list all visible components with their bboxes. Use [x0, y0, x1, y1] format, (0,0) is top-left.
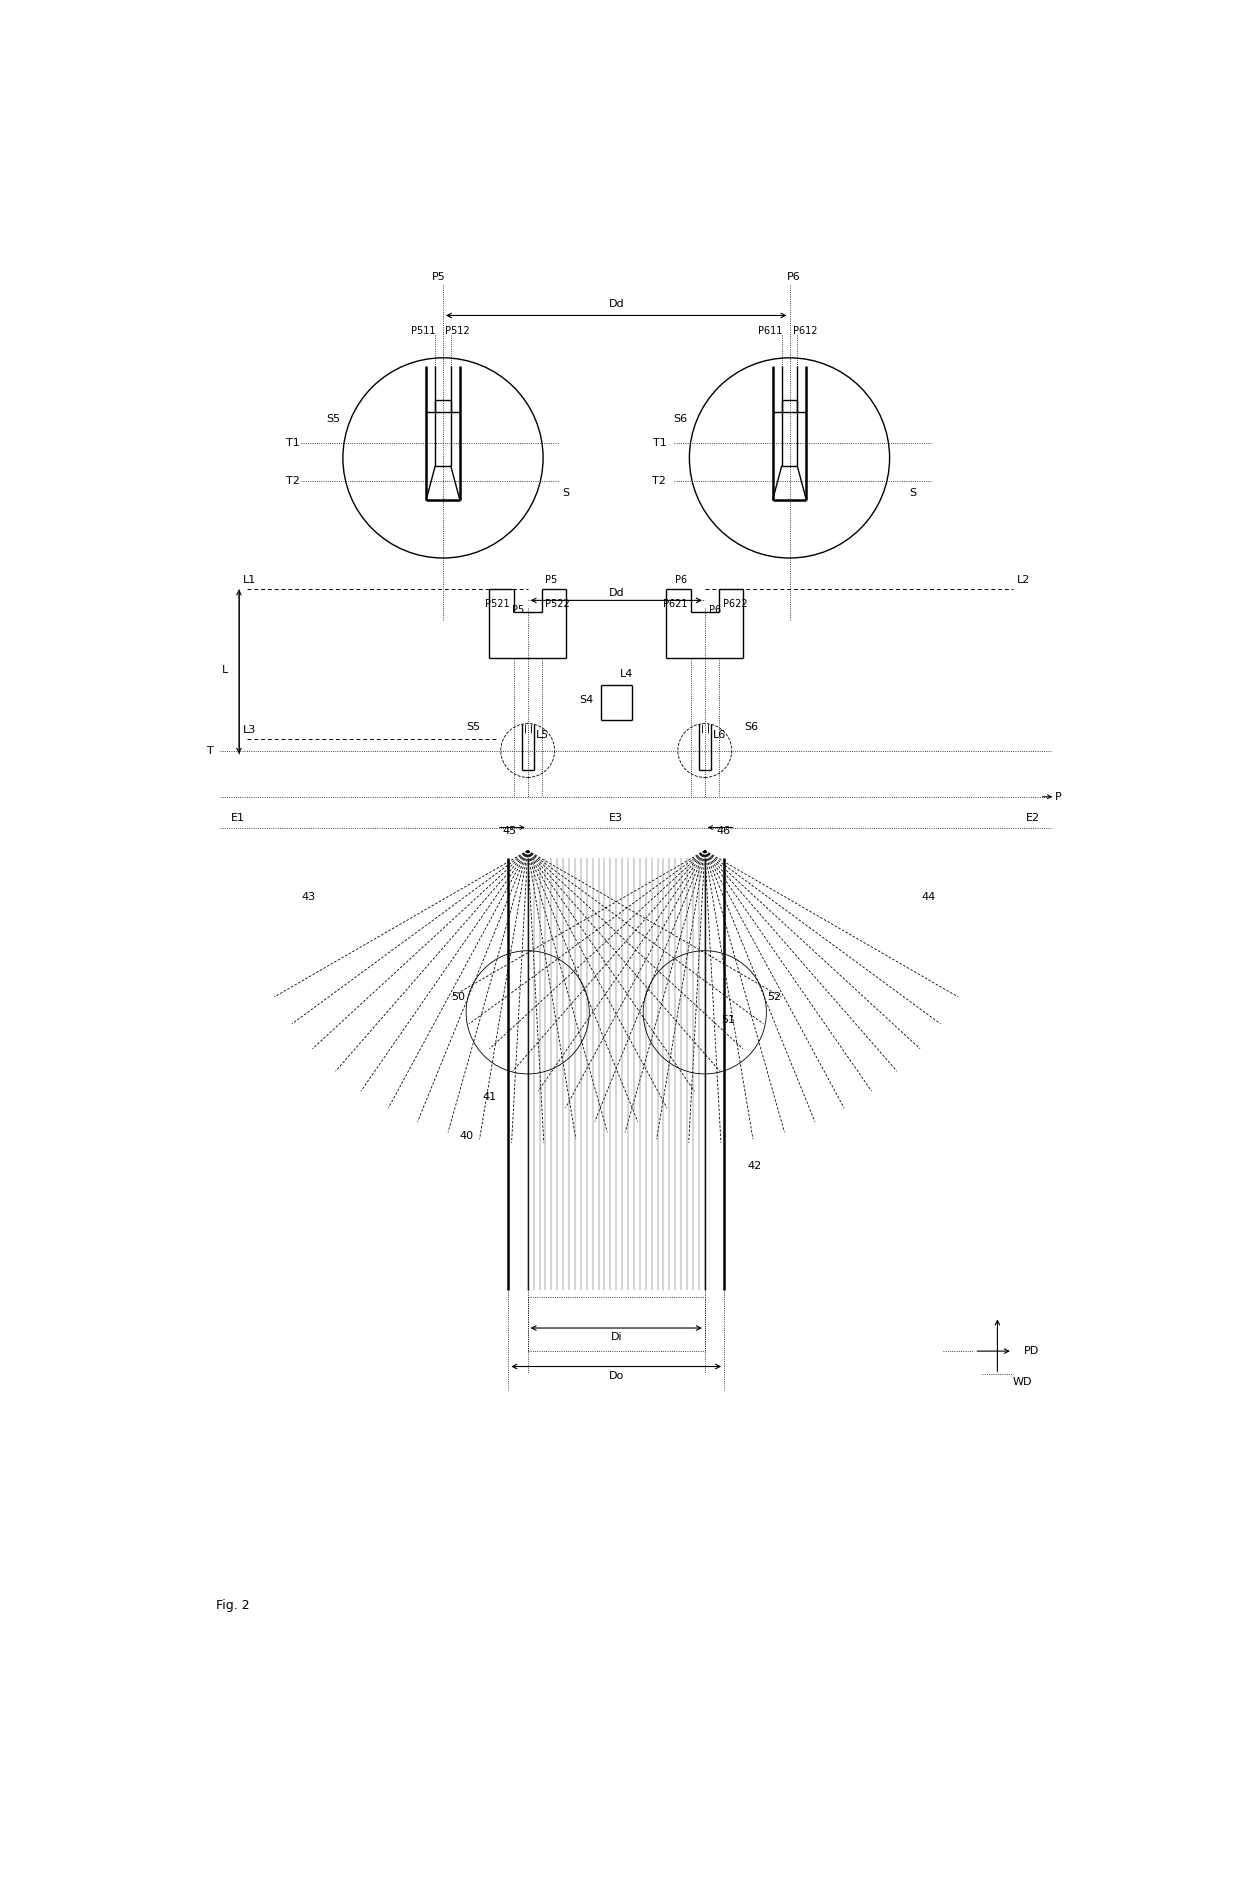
Text: P: P [1055, 792, 1061, 802]
Text: L3: L3 [243, 724, 255, 736]
Text: L2: L2 [1017, 575, 1030, 584]
Text: 46: 46 [717, 826, 730, 836]
Text: S6: S6 [744, 722, 758, 732]
Text: T2: T2 [286, 477, 300, 486]
Text: L4: L4 [620, 669, 634, 679]
Text: P5: P5 [546, 575, 558, 584]
Text: T1: T1 [286, 437, 300, 448]
Text: 41: 41 [482, 1091, 496, 1102]
Text: E3: E3 [609, 813, 624, 823]
Text: 42: 42 [748, 1161, 761, 1171]
Text: P6: P6 [708, 605, 720, 615]
Text: S4: S4 [579, 696, 593, 705]
Text: P612: P612 [792, 325, 817, 337]
Text: L1: L1 [243, 575, 255, 584]
Text: L5: L5 [536, 730, 548, 739]
Text: T: T [207, 745, 213, 756]
Text: P5: P5 [433, 272, 446, 282]
Text: Dd: Dd [609, 588, 624, 598]
Text: P511: P511 [412, 325, 436, 337]
Text: P521: P521 [485, 599, 510, 609]
Text: T2: T2 [652, 477, 666, 486]
Text: PD: PD [1024, 1346, 1039, 1356]
Text: L: L [222, 664, 228, 675]
Text: E2: E2 [1025, 813, 1040, 823]
Text: L6: L6 [713, 730, 725, 739]
Text: P621: P621 [662, 599, 687, 609]
Text: T1: T1 [652, 437, 666, 448]
Text: 43: 43 [301, 893, 315, 902]
Text: S5: S5 [326, 414, 341, 424]
Text: 52: 52 [768, 993, 781, 1002]
Text: 51: 51 [720, 1015, 735, 1025]
Text: P512: P512 [445, 325, 469, 337]
Text: P611: P611 [758, 325, 782, 337]
Text: Fig. 2: Fig. 2 [216, 1598, 249, 1611]
Text: 45: 45 [502, 826, 516, 836]
Text: 50: 50 [451, 993, 465, 1002]
Text: 44: 44 [921, 893, 935, 902]
Text: S5: S5 [466, 722, 481, 732]
Text: Dd: Dd [609, 299, 624, 308]
Text: P6: P6 [786, 272, 800, 282]
Text: P6: P6 [675, 575, 687, 584]
Text: S: S [563, 488, 569, 497]
Text: Di: Di [610, 1333, 622, 1343]
Text: 40: 40 [459, 1131, 474, 1140]
Text: P622: P622 [723, 599, 748, 609]
Text: WD: WD [1013, 1377, 1032, 1386]
Text: Do: Do [609, 1371, 624, 1380]
Text: E1: E1 [231, 813, 246, 823]
Text: S: S [909, 488, 916, 497]
Text: P5: P5 [512, 605, 523, 615]
Text: P522: P522 [546, 599, 570, 609]
Text: S6: S6 [673, 414, 687, 424]
